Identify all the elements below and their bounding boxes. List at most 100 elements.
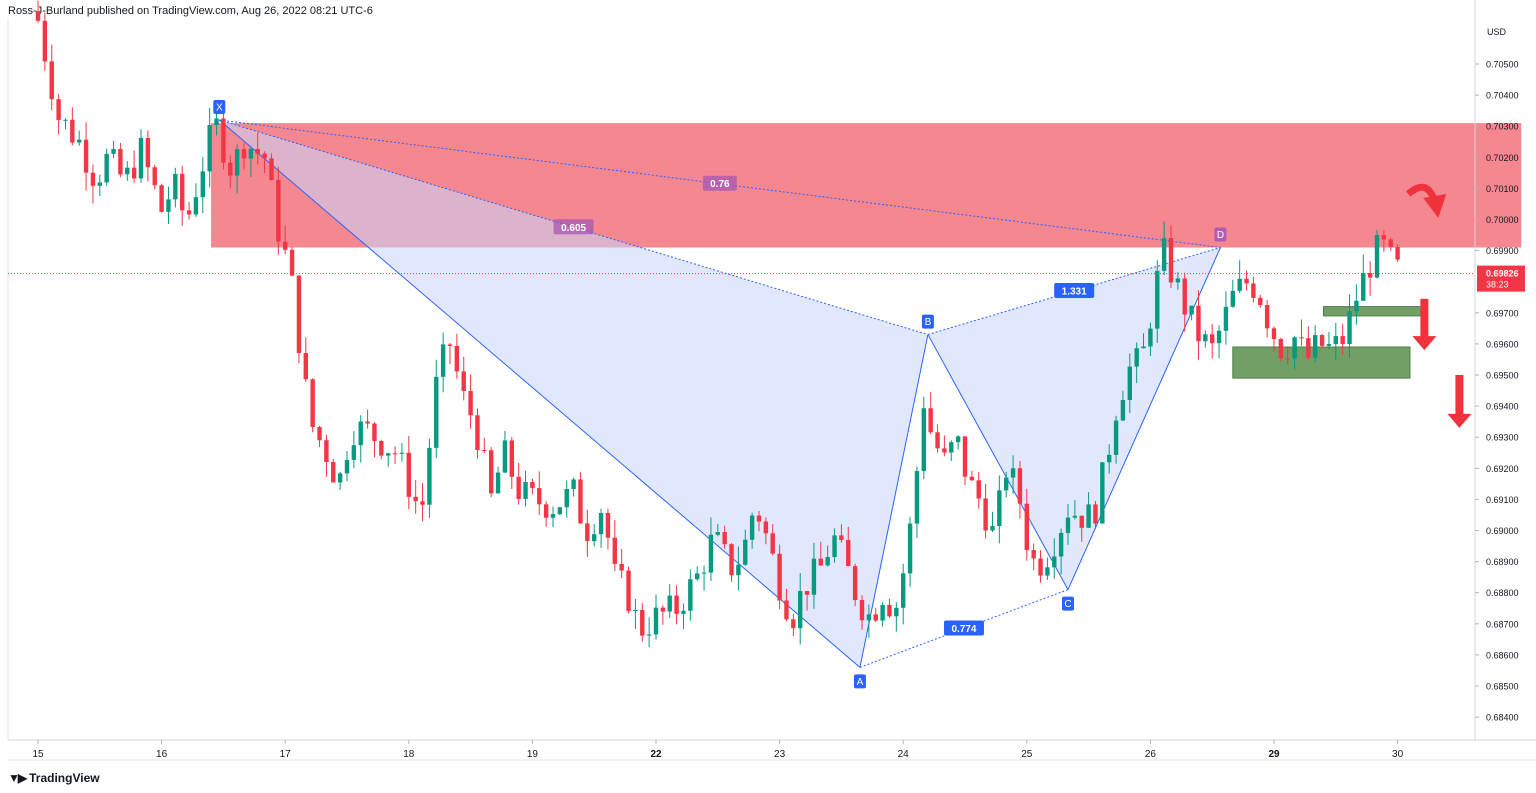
candle-body-123 — [880, 604, 885, 621]
candle-body-176 — [1244, 278, 1249, 284]
candle-body-15 — [138, 137, 144, 179]
candle-body-70 — [516, 476, 521, 499]
ratio-label-0: 0.605 — [561, 223, 586, 234]
candle-body-179 — [1264, 305, 1270, 329]
curved-arrow-down-head — [1423, 193, 1447, 218]
candle-body-78 — [571, 479, 576, 490]
candle-body-37 — [289, 249, 295, 276]
candle-body-95 — [688, 579, 693, 611]
candle-body-111 — [798, 591, 803, 629]
candle-body-152 — [1079, 515, 1084, 528]
y-tick-label-15: 0.68900 — [1486, 557, 1519, 567]
candle-body-99 — [715, 532, 720, 535]
pattern-leg-xa — [218, 119, 861, 668]
candle-body-51 — [386, 453, 391, 456]
candle-body-100 — [722, 532, 727, 545]
candle-body-157 — [1113, 420, 1119, 455]
candle-body-140 — [997, 490, 1002, 527]
x-tick-label-7: 24 — [898, 749, 910, 760]
candle-body-83 — [605, 512, 611, 538]
candle-body-20 — [173, 173, 178, 200]
candle-body-61 — [454, 345, 460, 372]
candle-body-119 — [852, 566, 858, 601]
candle-body-48 — [365, 421, 370, 424]
candle-body-43 — [331, 461, 336, 483]
ratio-label-bg-2 — [1054, 283, 1095, 299]
x-tick-label-11: 30 — [1392, 749, 1404, 760]
candle-body-187 — [1319, 335, 1325, 346]
candle-body-164 — [1161, 238, 1167, 271]
candle-body-11 — [111, 148, 116, 154]
candle-body-53 — [399, 452, 405, 454]
candle-body-94 — [681, 610, 686, 614]
candle-body-198 — [1395, 246, 1400, 260]
candle-body-197 — [1388, 239, 1393, 247]
candle-body-108 — [777, 553, 782, 601]
candle-body-125 — [894, 607, 899, 617]
candle-body-32 — [255, 148, 260, 154]
candle-body-168 — [1189, 305, 1194, 315]
candle-body-85 — [619, 563, 624, 571]
candle-body-118 — [846, 540, 851, 567]
candle-body-196 — [1381, 235, 1387, 240]
x-tick-label-6: 23 — [774, 749, 786, 760]
candle-body-81 — [592, 534, 597, 542]
candle-body-143 — [1017, 468, 1023, 504]
candle-body-73 — [537, 488, 542, 505]
candle-body-161 — [1141, 346, 1146, 349]
price-tag-bg — [1477, 265, 1525, 292]
candle-body-129 — [921, 408, 926, 472]
y-tick-label-16: 0.68800 — [1486, 588, 1519, 598]
candle-body-124 — [887, 604, 892, 617]
candle-body-46 — [351, 445, 357, 460]
y-tick-label-8: 0.69600 — [1486, 339, 1519, 349]
candle-body-26 — [214, 118, 219, 126]
candle-body-59 — [440, 344, 446, 377]
candle-body-25 — [207, 125, 212, 172]
point-marker-bg-d — [1214, 227, 1227, 242]
candle-body-182 — [1285, 358, 1290, 360]
candle-body-69 — [509, 440, 514, 477]
arrows-layer — [1405, 183, 1472, 428]
candle-body-193 — [1361, 272, 1366, 301]
candles-layer — [35, 0, 1400, 648]
candle-body-75 — [550, 514, 556, 518]
candle-body-166 — [1175, 278, 1181, 283]
candle-body-67 — [495, 472, 501, 494]
candle-body-57 — [427, 447, 432, 505]
x-tick-label-8: 25 — [1021, 749, 1033, 760]
y-tick-label-17: 0.68700 — [1486, 619, 1519, 629]
point-marker-a: A — [857, 677, 864, 688]
candle-body-23 — [193, 197, 199, 215]
demand-zone-2 — [1232, 346, 1411, 379]
candle-body-38 — [296, 275, 302, 354]
tradingview-logo[interactable]: ▼▶ TradingView — [8, 771, 100, 785]
y-tick-label-13: 0.69100 — [1486, 495, 1519, 505]
pattern-ratio-line-ac — [859, 589, 1069, 668]
candle-body-186 — [1313, 335, 1318, 358]
arrow-down-2-shaft — [1455, 375, 1464, 416]
candle-body-165 — [1168, 238, 1174, 283]
candle-body-163 — [1155, 270, 1160, 329]
candle-body-137 — [976, 480, 981, 499]
candle-body-36 — [283, 241, 288, 250]
candle-body-180 — [1271, 328, 1277, 340]
candle-body-128 — [914, 471, 920, 524]
candle-body-121 — [866, 614, 872, 621]
candle-body-60 — [447, 344, 453, 346]
candle-body-169 — [1196, 305, 1201, 342]
y-tick-label-18: 0.68600 — [1486, 650, 1519, 660]
x-tick-label-10: 29 — [1268, 749, 1280, 760]
candle-body-22 — [186, 210, 192, 215]
y-tick-label-7: 0.69700 — [1486, 308, 1519, 318]
candle-body-181 — [1278, 339, 1284, 359]
candle-body-177 — [1251, 283, 1256, 298]
candle-body-31 — [248, 148, 254, 159]
candle-body-74 — [543, 504, 549, 518]
candle-body-87 — [633, 609, 638, 612]
candle-body-12 — [118, 148, 123, 175]
x-tick-label-5: 22 — [650, 749, 662, 760]
candle-body-52 — [392, 453, 398, 455]
candle-body-131 — [935, 432, 940, 449]
